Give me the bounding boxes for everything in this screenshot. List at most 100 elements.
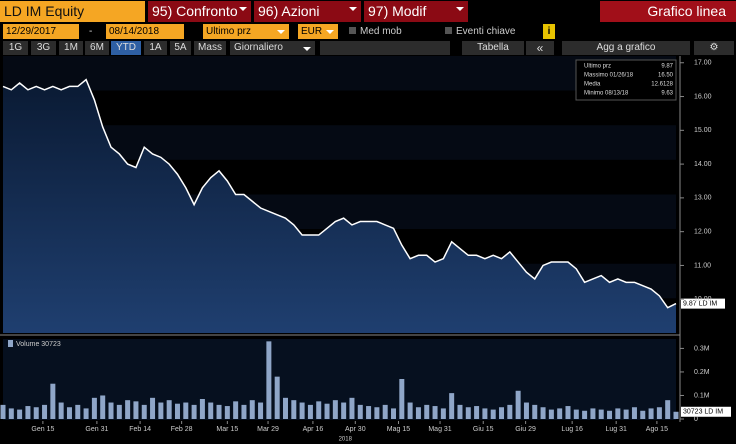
volume-bar	[266, 341, 272, 419]
volume-bar	[133, 401, 139, 419]
last-label: 30723 LD IM	[683, 409, 723, 416]
volume-bar	[108, 402, 114, 419]
add-to-chart[interactable]: Agg a grafico	[562, 41, 690, 55]
x-tick-label: Mag 31	[428, 426, 451, 433]
tab[interactable]: 97) Modif	[364, 1, 468, 22]
period-button[interactable]: 6M	[85, 41, 109, 55]
stat-value: 12.6128	[651, 82, 673, 88]
volume-bar	[75, 404, 81, 419]
last-box	[681, 406, 731, 417]
x-tick-label: Gen 31	[85, 426, 108, 433]
volume-bar	[615, 408, 621, 419]
volume-bar	[91, 397, 97, 419]
volume-bar	[307, 404, 313, 419]
tab[interactable]: 96) Azioni	[254, 1, 361, 22]
collapse[interactable]: «	[526, 41, 554, 55]
y-tick-label: 11.00	[694, 262, 711, 269]
info[interactable]: i	[543, 24, 555, 39]
volume-bar	[349, 397, 355, 419]
x-tick-label: Ago 15	[646, 426, 668, 433]
tab[interactable]: 95) Confronto	[148, 1, 251, 22]
end-date[interactable]: 08/14/2018	[106, 24, 184, 39]
volume-bar	[490, 409, 496, 419]
volume-bar	[432, 406, 438, 419]
chart-type[interactable]: Grafico linea	[600, 1, 736, 22]
y-tick-label: 17.00	[694, 60, 712, 67]
volume-bar	[66, 407, 72, 419]
volume-bar	[241, 404, 247, 419]
x-tick-label: Mar 15	[216, 426, 238, 433]
moving-avg[interactable]: Med mob	[346, 24, 416, 39]
volume-bar	[17, 409, 23, 419]
volume-bar	[415, 407, 421, 419]
volume-bar	[656, 407, 662, 419]
band	[3, 90, 676, 126]
x-tick-label: Apr 16	[303, 426, 324, 433]
y-tick-label: 13.00	[694, 195, 712, 202]
volume-bar	[382, 404, 388, 419]
stats-box	[575, 59, 677, 101]
volume-bar	[607, 410, 613, 419]
x-tick-label: Giu 15	[473, 426, 494, 433]
volume-bar	[42, 404, 48, 419]
price-line	[2, 78, 677, 309]
volume-bar	[332, 400, 338, 419]
volume-bar	[590, 408, 596, 419]
x-tick-label: Mag 15	[387, 426, 410, 433]
separator: -	[89, 26, 93, 37]
period-button[interactable]: Mass	[194, 41, 226, 55]
period-button[interactable]: 5A	[170, 41, 191, 55]
stat-label: Media	[584, 82, 601, 88]
volume-bar	[191, 404, 197, 419]
stat-value: 16.50	[658, 73, 674, 79]
volume-bar	[582, 410, 588, 419]
y-tick-label: 14.00	[694, 161, 712, 168]
field[interactable]: Ultimo prz	[203, 24, 289, 39]
volume-bar	[0, 404, 6, 419]
settings[interactable]: ⚙	[694, 41, 734, 55]
period-button[interactable]: 1A	[144, 41, 167, 55]
key-events[interactable]: Eventi chiave	[442, 24, 532, 39]
volume-bar	[623, 409, 629, 419]
period-button[interactable]: 3G	[31, 41, 56, 55]
volume-bar	[573, 409, 579, 419]
period-button[interactable]: 1M	[59, 41, 83, 55]
volume-bar	[299, 402, 305, 419]
volume-bar	[199, 399, 205, 419]
volume-bar	[150, 397, 156, 419]
volume-bar	[515, 390, 521, 419]
volume-bar	[374, 407, 380, 419]
draw-tools[interactable]	[320, 41, 450, 55]
x-tick-label: Feb 28	[171, 426, 193, 433]
y-tick-label: 12.00	[694, 229, 712, 236]
period-button[interactable]: YTD	[111, 41, 141, 55]
volume-bar	[548, 409, 554, 419]
volume-bar	[532, 404, 538, 419]
volume-bar	[324, 403, 330, 419]
currency[interactable]: EUR	[298, 24, 338, 39]
start-date[interactable]: 12/29/2017	[3, 24, 79, 39]
volume-bar	[33, 407, 39, 419]
volume-bar	[316, 401, 322, 419]
table[interactable]: Tabella	[462, 41, 524, 55]
x-tick-label: Mar 29	[257, 426, 279, 433]
y-tick-label: 0.2M	[694, 369, 710, 376]
stat-label: Ultimo prz	[584, 64, 611, 70]
volume-bar	[507, 404, 513, 419]
stat-label: Minimo 08/13/18	[584, 91, 629, 97]
volume-bar	[8, 408, 14, 419]
volume-bar	[208, 402, 214, 419]
volume-bar	[391, 408, 397, 419]
frequency[interactable]: Giornaliero	[230, 41, 315, 55]
volume-bar	[183, 402, 189, 419]
ticker[interactable]: LD IM Equity	[0, 1, 145, 22]
volume-bar	[499, 407, 505, 419]
volume-bar	[282, 397, 288, 419]
price-area	[3, 79, 676, 334]
volume-bar	[424, 404, 430, 419]
last-label: 9.87 LD IM	[683, 300, 717, 307]
volume-bar	[366, 406, 372, 419]
period-button[interactable]: 1G	[3, 41, 28, 55]
volume-bar	[58, 402, 64, 419]
